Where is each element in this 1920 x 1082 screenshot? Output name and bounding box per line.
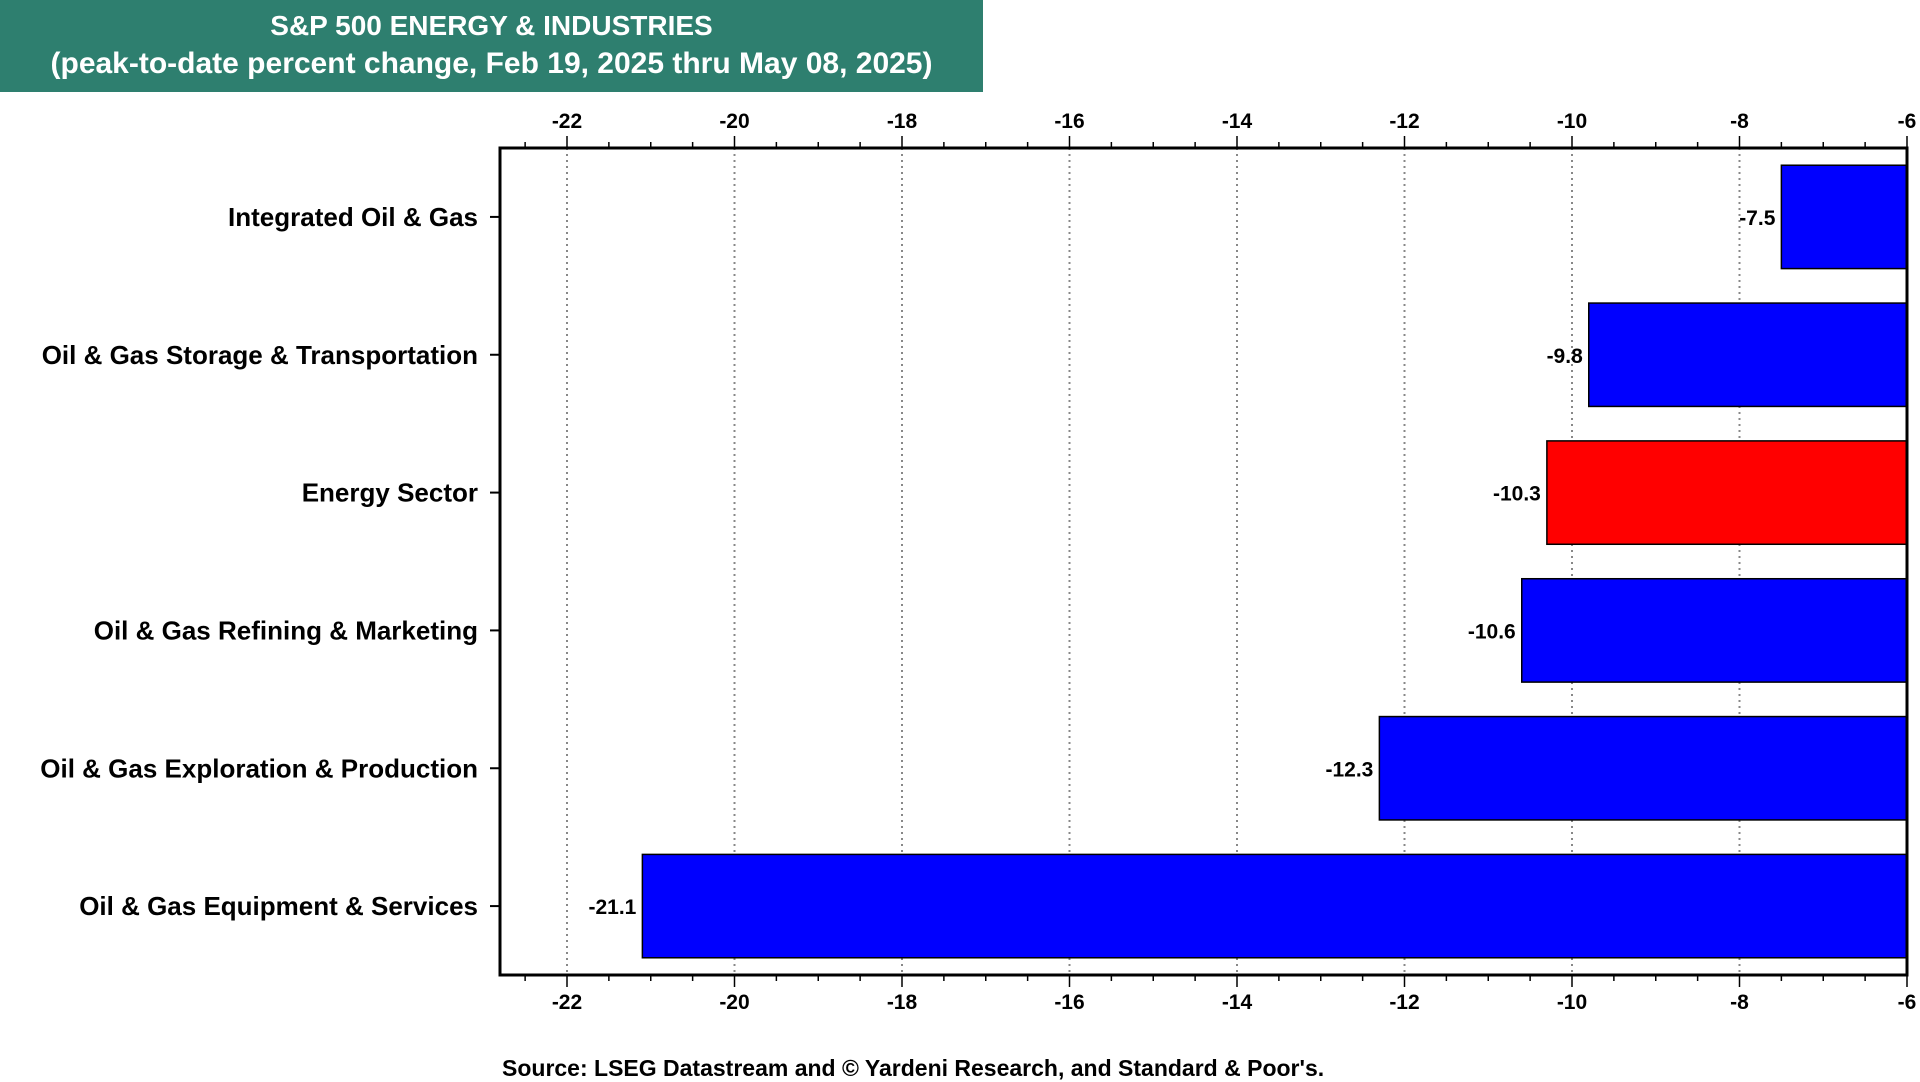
category-label-2: Energy Sector xyxy=(302,478,478,508)
bar-4 xyxy=(1378,715,1908,821)
bottom-tick-label-2: -18 xyxy=(887,991,918,1014)
bottom-tick-label-8: -6 xyxy=(1898,991,1917,1014)
bar-1 xyxy=(1588,302,1908,408)
category-label-3: Oil & Gas Refining & Marketing xyxy=(94,615,478,645)
bottom-tick-label-0: -22 xyxy=(552,991,582,1014)
category-label-0: Integrated Oil & Gas xyxy=(228,202,478,232)
value-label-2: -10.3 xyxy=(1493,483,1541,506)
source-note: Source: LSEG Datastream and © Yardeni Re… xyxy=(502,1055,1325,1081)
value-label-5: -21.1 xyxy=(589,896,637,919)
category-label-1: Oil & Gas Storage & Transportation xyxy=(42,340,478,370)
value-label-4: -12.3 xyxy=(1326,758,1374,781)
bottom-tick-label-5: -12 xyxy=(1389,991,1419,1014)
top-tick-label-8: -6 xyxy=(1898,110,1917,133)
bottom-tick-label-6: -10 xyxy=(1557,991,1587,1014)
bar-2 xyxy=(1546,440,1908,546)
value-label-3: -10.6 xyxy=(1468,620,1516,643)
bar-3 xyxy=(1521,577,1908,683)
top-tick-label-5: -12 xyxy=(1389,110,1419,133)
bottom-tick-label-7: -8 xyxy=(1730,991,1749,1014)
bottom-tick-label-3: -16 xyxy=(1054,991,1084,1014)
bar-0 xyxy=(1780,164,1908,270)
chart-title-box: S&P 500 ENERGY & INDUSTRIES (peak-to-dat… xyxy=(0,0,983,92)
top-tick-label-7: -8 xyxy=(1730,110,1749,133)
bottom-tick-label-4: -14 xyxy=(1222,991,1253,1014)
top-tick-label-6: -10 xyxy=(1557,110,1587,133)
category-label-4: Oil & Gas Exploration & Production xyxy=(40,753,478,783)
top-tick-label-2: -18 xyxy=(887,110,918,133)
chart-subtitle: (peak-to-date percent change, Feb 19, 20… xyxy=(50,47,933,80)
category-label-5: Oil & Gas Equipment & Services xyxy=(79,891,478,921)
top-tick-label-3: -16 xyxy=(1054,110,1084,133)
plot-frame xyxy=(498,146,1909,977)
bar-5 xyxy=(641,853,1908,959)
bottom-tick-label-1: -20 xyxy=(719,991,749,1014)
top-tick-label-4: -14 xyxy=(1222,110,1253,133)
chart-title: S&P 500 ENERGY & INDUSTRIES xyxy=(270,10,713,41)
top-tick-label-0: -22 xyxy=(552,110,582,133)
value-label-0: -7.5 xyxy=(1739,207,1776,230)
value-label-1: -9.8 xyxy=(1547,345,1584,368)
top-tick-label-1: -20 xyxy=(719,110,749,133)
